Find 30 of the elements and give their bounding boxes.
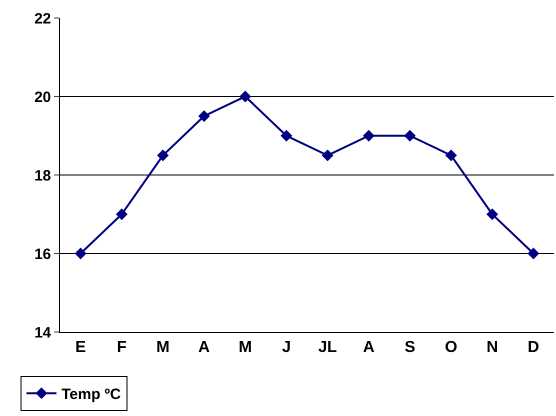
point — [239, 90, 252, 102]
x-tick-label: A — [198, 339, 210, 356]
x-tick-label: F — [116, 339, 127, 356]
point — [362, 130, 375, 142]
x-tick-label: D — [528, 339, 540, 356]
point — [528, 248, 540, 260]
x-tick-label: S — [404, 339, 416, 356]
point — [74, 248, 86, 260]
y-tick-label: 16 — [34, 246, 51, 263]
x-tick-label: J — [282, 339, 291, 356]
x-tick-label: M — [238, 339, 252, 356]
point — [116, 208, 128, 220]
point — [198, 110, 210, 122]
legend-label: Temp ºC — [61, 386, 122, 404]
x-tick-label: E — [75, 339, 86, 356]
y-tick-label: 18 — [34, 167, 51, 184]
point — [404, 130, 416, 142]
x-tick-label: O — [444, 339, 458, 356]
point — [486, 208, 498, 220]
y-tick-label: 14 — [34, 324, 52, 342]
x-tick-label: A — [362, 339, 375, 356]
point — [322, 150, 334, 162]
point — [280, 130, 292, 142]
y-tick-label: 22 — [34, 10, 51, 28]
point — [157, 150, 169, 162]
y-tick-label: 20 — [34, 88, 51, 106]
point — [445, 150, 457, 162]
x-tick-label: JL — [318, 339, 338, 356]
x-tick-label: N — [486, 339, 498, 356]
x-tick-label: M — [156, 339, 170, 356]
